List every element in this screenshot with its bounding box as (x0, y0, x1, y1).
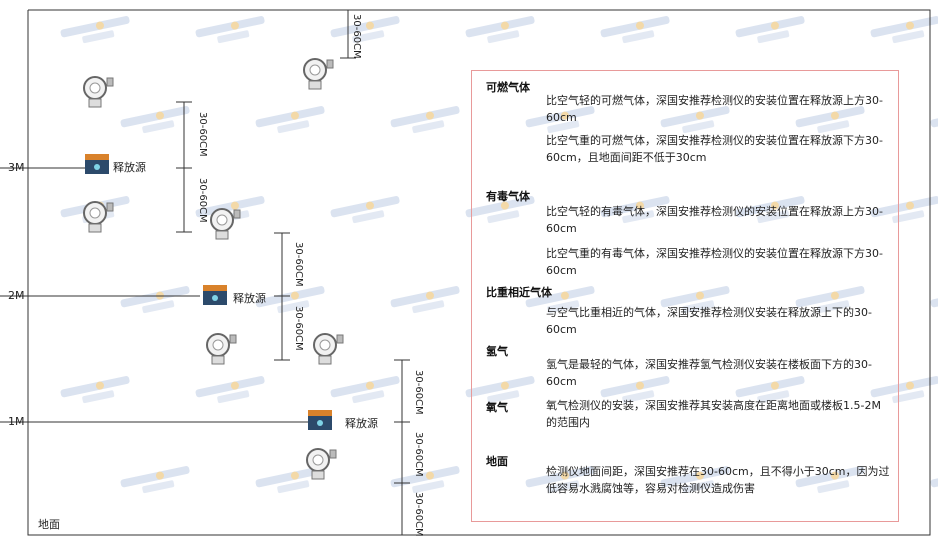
level-label-1m: 1M (8, 415, 25, 428)
section-text: 比空气轻的可燃气体，深国安推荐检测仪的安装位置在释放源上方30-60cm (546, 94, 883, 124)
release-source-icon (308, 410, 332, 430)
section-text: 比空气轻的有毒气体，深国安推荐检测仪的安装位置在释放源上方30-60cm (546, 205, 883, 235)
watermark-logo-icon (60, 376, 130, 404)
source-label: 释放源 (113, 161, 146, 174)
section-text: 氢气是最轻的气体，深国安推荐氢气检测仪安装在楼板面下方的30-60cm (546, 358, 872, 388)
gas-detector-icon (303, 58, 334, 90)
section-title: 氧气 (486, 401, 508, 414)
watermark-logo-icon (120, 286, 190, 314)
dimension-label: 30-60CM (197, 178, 208, 223)
watermark-logo-icon (930, 106, 938, 128)
dimension-label: 30-60CM (413, 370, 424, 415)
dimension-label: 30-60CM (293, 242, 304, 287)
section-title: 氢气 (486, 345, 508, 358)
frame (27, 9, 931, 536)
gas-detector-icon (83, 76, 114, 108)
watermark-logo-icon (465, 16, 535, 44)
section-title: 有毒气体 (486, 190, 530, 203)
watermark-logo-icon (525, 286, 595, 314)
watermark-logo-icon (195, 376, 265, 404)
release-source-icon (85, 154, 109, 174)
watermark-logo-icon (930, 286, 938, 308)
section-text: 检测仪地面间距，深国安推荐在30-60cm，且不得小于30cm，因为过低容易水溅… (546, 465, 890, 495)
section-text: 比空气重的有毒气体，深国安推荐检测仪的安装位置在释放源下方30-60cm (546, 247, 883, 277)
watermark-logo-icon (390, 286, 460, 314)
watermark-logo-icon (390, 106, 460, 134)
dimension-label: 30-60CM (293, 306, 304, 351)
watermark-logo-icon (60, 16, 130, 44)
dimension-label: 30-60CM (351, 14, 362, 59)
watermark-logo-icon (795, 106, 865, 134)
watermark-logo-icon (465, 376, 535, 404)
level-label-2m: 2M (8, 289, 25, 302)
gas-detector-icon (206, 333, 237, 365)
watermark-logo-icon (795, 286, 865, 314)
dimension-label: 30-60CM (413, 492, 424, 537)
source-label: 释放源 (233, 292, 266, 305)
watermark-logo-icon (870, 196, 938, 224)
section-text: 比空气重的可燃气体，深国安推荐检测仪的安装位置在释放源下方30-60cm，且地面… (546, 134, 883, 164)
dimension-label: 30-60CM (197, 112, 208, 157)
watermark-logo-icon (660, 466, 730, 494)
watermark-logo-icon (525, 106, 595, 134)
watermark-logo-icon (120, 106, 190, 134)
watermark-logo-icon (660, 106, 730, 134)
dimension-label: 30-60CM (413, 432, 424, 477)
recommendation-panel: 可燃气体 比空气轻的可燃气体，深国安推荐检测仪的安装位置在释放源上方30-60c… (471, 70, 899, 522)
watermarks (60, 16, 938, 494)
watermark-logo-icon (255, 286, 325, 314)
watermark-logo-icon (600, 376, 670, 404)
watermark-logo-icon (600, 196, 670, 224)
ground-label: 地面 (38, 518, 60, 531)
watermark-logo-icon (870, 376, 938, 404)
gas-detector-icon (313, 333, 344, 365)
watermark-logo-icon (255, 106, 325, 134)
watermark-logo-icon (465, 196, 535, 224)
watermark-logo-icon (930, 466, 938, 488)
level-label-3m: 3M (8, 161, 25, 174)
section-title: 比重相近气体 (486, 286, 552, 299)
source-label: 释放源 (345, 417, 378, 430)
watermark-logo-icon (330, 376, 400, 404)
watermark-logo-icon (330, 196, 400, 224)
watermark-logo-icon (660, 286, 730, 314)
watermark-logo-icon (390, 466, 460, 494)
watermark-logo-icon (120, 466, 190, 494)
watermark-logo-icon (870, 16, 938, 44)
watermark-logo-icon (735, 196, 805, 224)
gas-detector-icon (83, 201, 114, 233)
release-source-icon (203, 285, 227, 305)
section-title: 地面 (486, 455, 508, 468)
watermark-logo-icon (195, 16, 265, 44)
gas-detector-icon (210, 208, 241, 240)
watermark-logo-icon (735, 376, 805, 404)
watermark-logo-icon (600, 16, 670, 44)
watermark-logo-icon (330, 16, 400, 44)
watermark-logo-icon (735, 16, 805, 44)
section-text: 与空气比重相近的气体，深国安推荐检测仪安装在释放源上下的30-60cm (546, 306, 872, 336)
watermark-logo-icon (255, 466, 325, 494)
watermark-logo-icon (525, 466, 595, 494)
gas-detector-icon (306, 448, 337, 480)
section-text: 氧气检测仪的安装，深国安推荐其安装高度在距离地面或楼板1.5-2M的范围内 (546, 399, 881, 429)
section-title: 可燃气体 (486, 81, 530, 94)
watermark-logo-icon (795, 466, 865, 494)
